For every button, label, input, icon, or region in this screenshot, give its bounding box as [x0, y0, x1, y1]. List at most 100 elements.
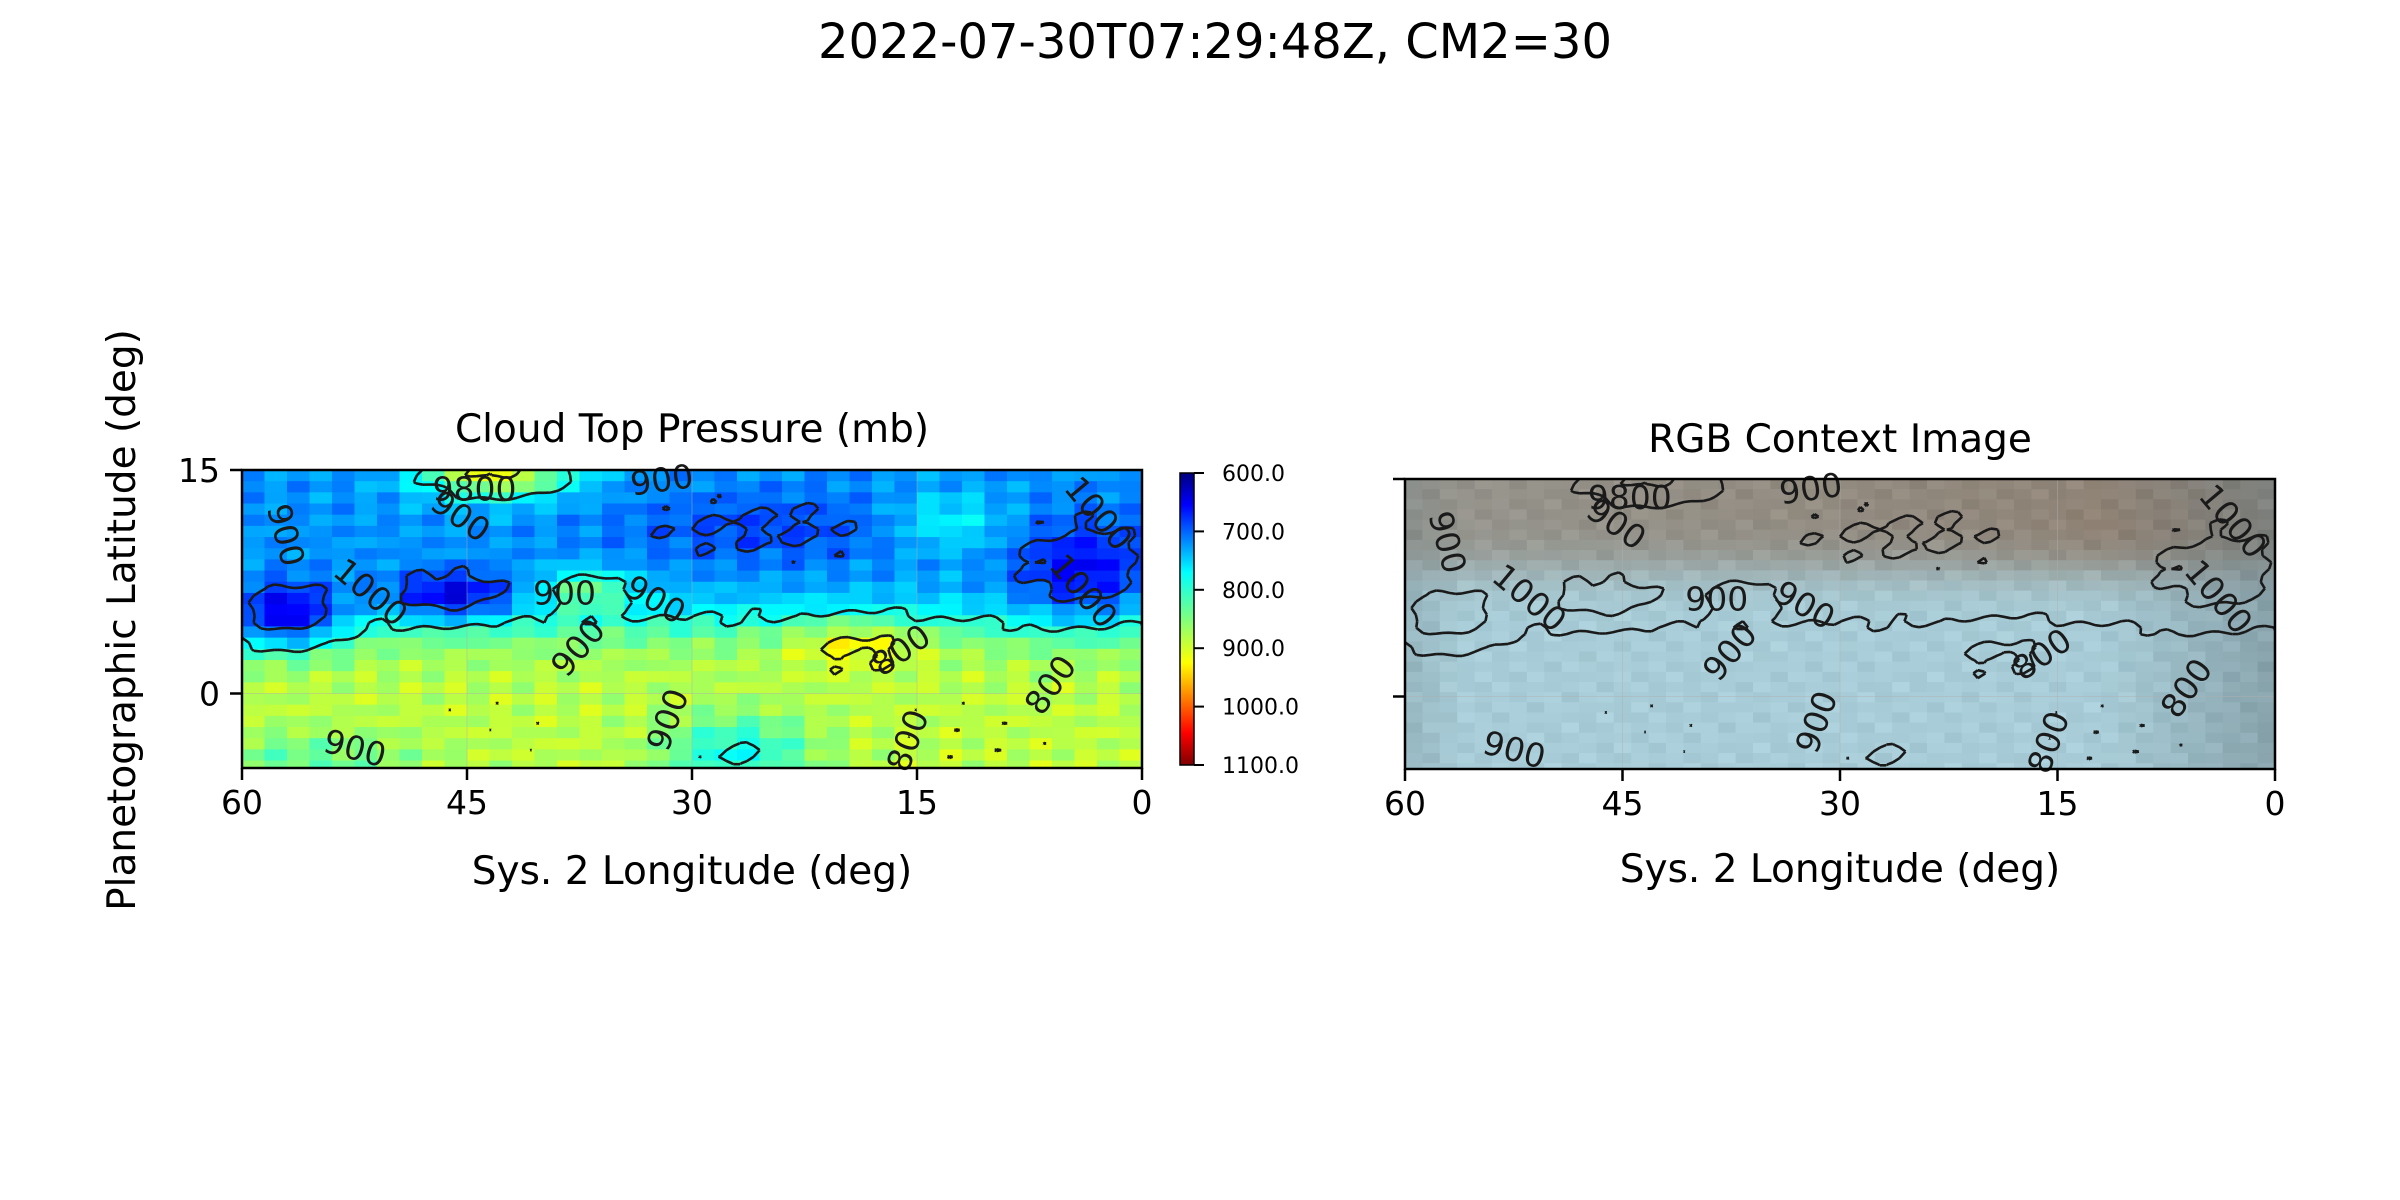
rgb-cell: [1474, 479, 1493, 490]
pressure-cell: [917, 671, 941, 683]
pressure-cell: [242, 682, 266, 695]
rgb-cell: [2014, 631, 2032, 642]
pressure-cell: [1052, 470, 1076, 482]
rgb-cell: [2031, 753, 2050, 764]
pressure-cell: [1119, 559, 1142, 572]
rgb-cell: [2083, 529, 2102, 541]
rgb-cell: [1492, 489, 1510, 500]
rgb-cell: [1927, 722, 1945, 734]
pressure-cell: [984, 648, 1008, 661]
rgb-cell: [1944, 742, 1963, 754]
rgb-cell: [1822, 499, 1841, 511]
pressure-cell: [579, 693, 603, 706]
pressure-cell: [1074, 559, 1098, 572]
rgb-cell: [1648, 539, 1667, 551]
rgb-cell: [2118, 560, 2137, 571]
pressure-cell: [557, 749, 581, 762]
rgb-cell: [1492, 560, 1510, 571]
pressure-cell: [1007, 738, 1031, 750]
pressure-cell: [309, 470, 333, 482]
rgb-cell: [1631, 763, 1650, 769]
rgb-cell: [1666, 753, 1684, 764]
rgb-cell: [2101, 671, 2119, 683]
pressure-cell: [782, 581, 806, 594]
rgb-cell: [2066, 570, 2085, 582]
rgb-cell: [1683, 692, 1702, 703]
pressure-cell: [692, 704, 716, 717]
pressure-cell: [1097, 481, 1121, 493]
rgb-cell: [2240, 550, 2259, 561]
rgb-cell: [2135, 742, 2154, 754]
pressure-cell: [264, 715, 288, 728]
x-tick-label: 15: [2037, 784, 2079, 823]
rgb-cell: [1927, 702, 1945, 714]
rgb-cell: [2188, 671, 2206, 683]
y-tick-label: 0: [199, 675, 220, 714]
pressure-cell: [242, 481, 266, 493]
rgb-cell: [1770, 732, 1789, 744]
pressure-cell: [624, 637, 648, 650]
pressure-cell: [287, 615, 311, 628]
rgb-cell: [1874, 600, 1893, 612]
rgb-cell: [2083, 560, 2102, 571]
rgb-cell: [1457, 753, 1476, 764]
rgb-cell: [1561, 519, 1580, 531]
rgb-cell: [2118, 550, 2137, 561]
rgb-cell: [1457, 692, 1476, 703]
rgb-cell: [1422, 692, 1441, 703]
rgb-cell: [1996, 661, 2015, 673]
pressure-cell: [737, 749, 761, 762]
rgb-cell: [2101, 722, 2119, 734]
rgb-cell: [1787, 539, 1806, 551]
rgb-cell: [1561, 509, 1580, 521]
pressure-cell: [557, 492, 581, 505]
pressure-cell: [984, 760, 1008, 768]
pressure-cell: [1007, 592, 1031, 605]
rgb-cell: [2135, 661, 2154, 673]
pressure-cell: [669, 592, 693, 605]
rgb-cell: [1805, 671, 1824, 683]
rgb-cell: [2240, 732, 2259, 744]
rgb-cell: [1979, 570, 1998, 582]
pressure-cell: [512, 682, 536, 695]
pressure-cell: [557, 604, 581, 616]
rgb-cell: [1753, 742, 1771, 754]
pressure-cell: [692, 760, 716, 768]
pressure-y-ticks: 150: [178, 451, 242, 714]
rgb-cell: [2031, 560, 2050, 571]
rgb-cell: [2188, 682, 2206, 693]
rgb-cell: [1631, 590, 1650, 602]
pressure-cell: [1097, 592, 1121, 605]
rgb-cell: [1753, 732, 1771, 744]
rgb-cell: [1631, 539, 1650, 551]
pressure-cell: [692, 626, 716, 639]
pressure-cell: [714, 738, 738, 750]
rgb-cell: [2240, 742, 2259, 754]
rgb-cell: [1492, 753, 1510, 764]
rgb-cell: [1718, 600, 1737, 612]
pressure-cell: [984, 704, 1008, 717]
rgb-cell: [1613, 722, 1632, 734]
pressure-cell: [579, 615, 603, 628]
pressure-cell: [917, 715, 941, 728]
pressure-cell: [917, 749, 941, 762]
pressure-cell: [579, 581, 603, 594]
pressure-cell: [984, 481, 1008, 493]
rgb-cell: [1666, 742, 1684, 754]
rgb-cell: [2135, 570, 2154, 582]
pressure-cell: [1007, 570, 1031, 583]
pressure-cell: [1029, 592, 1053, 605]
pressure-cell: [354, 525, 378, 538]
rgb-cell: [1874, 580, 1893, 592]
pressure-cell: [692, 592, 716, 605]
pressure-cell: [399, 470, 423, 482]
rgb-cell: [1596, 580, 1615, 592]
pressure-cell: [264, 537, 288, 549]
pressure-cell: [264, 671, 288, 683]
pressure-cell: [1052, 738, 1076, 750]
rgb-cell: [1683, 580, 1702, 592]
pressure-cell: [804, 592, 828, 605]
pressure-cell: [579, 592, 603, 605]
rgb-cell: [2066, 671, 2085, 683]
pressure-cell: [332, 715, 356, 728]
